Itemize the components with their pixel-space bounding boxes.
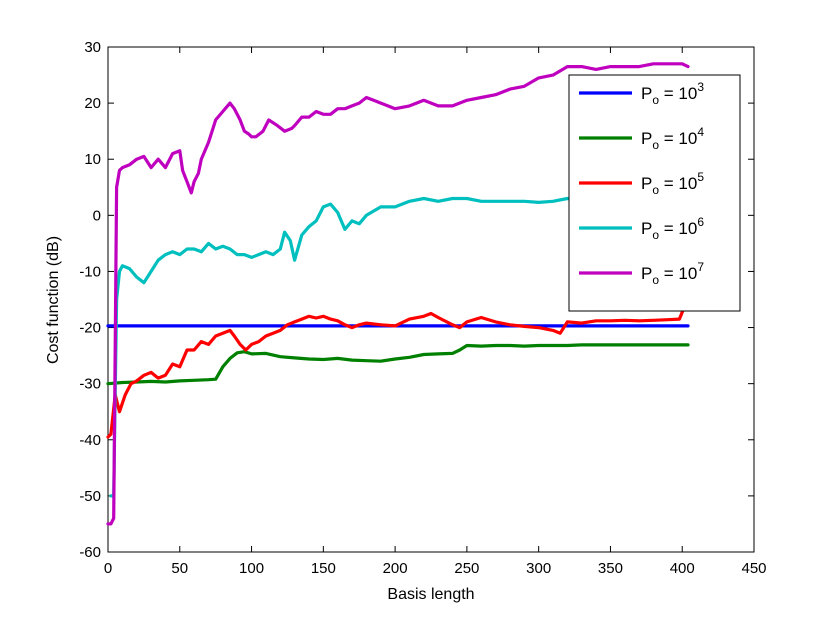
- legend-label-sub: o: [652, 273, 659, 287]
- legend-label-sup: 4: [697, 125, 704, 139]
- x-tick-label: 150: [311, 560, 336, 577]
- legend-label-mid: = 10: [659, 264, 697, 283]
- x-tick-label: 450: [741, 560, 766, 577]
- legend-label: Po = 105: [641, 170, 704, 197]
- x-tick-label: 200: [383, 560, 408, 577]
- legend-label: Po = 104: [641, 125, 704, 152]
- x-tick-label: 50: [171, 560, 188, 577]
- series-line-2: [106, 343, 690, 386]
- x-axis-title: Basis length: [387, 586, 474, 603]
- series-line-5: [106, 62, 690, 526]
- legend-label-sup: 6: [697, 215, 704, 229]
- y-tick-label: 0: [93, 207, 101, 224]
- legend-label-base: P: [641, 174, 652, 193]
- y-axis-title: Cost function (dB): [45, 236, 62, 364]
- x-tick-label: 400: [670, 560, 695, 577]
- legend-label-mid: = 10: [659, 219, 697, 238]
- legend-label-sub: o: [652, 228, 659, 242]
- y-tick-label: -40: [79, 432, 101, 449]
- x-tick-label: 250: [454, 560, 479, 577]
- y-tick-label: -60: [79, 544, 101, 561]
- legend-label-mid: = 10: [659, 174, 697, 193]
- legend-label-sub: o: [652, 183, 659, 197]
- x-tick-label: 350: [598, 560, 623, 577]
- legend-label-mid: = 10: [659, 129, 697, 148]
- y-tick-label: -10: [79, 263, 101, 280]
- y-tick-label: 10: [84, 151, 101, 168]
- series-line-3: [106, 303, 690, 439]
- y-tick-label: -20: [79, 320, 101, 337]
- legend-label-base: P: [641, 129, 652, 148]
- y-tick-label: -50: [79, 488, 101, 505]
- legend-label-base: P: [641, 84, 652, 103]
- y-tick-label: 20: [84, 95, 101, 112]
- legend-label: Po = 103: [641, 80, 704, 107]
- legend-label-sup: 5: [697, 170, 704, 184]
- series-line-4: [109, 196, 577, 498]
- series-layer: [106, 62, 690, 526]
- legend-label: Po = 107: [641, 260, 704, 287]
- legend-label-sup: 7: [697, 260, 704, 274]
- legend-label-base: P: [641, 264, 652, 283]
- x-tick-label: 300: [526, 560, 551, 577]
- legend-label-mid: = 10: [659, 84, 697, 103]
- legend-label-sup: 3: [697, 80, 704, 94]
- x-tick-label: 100: [239, 560, 264, 577]
- y-axis-ticks: -60 -50 -40 -30 -20 -10 0 10 20 30: [79, 39, 754, 561]
- legend-label-base: P: [641, 219, 652, 238]
- x-tick-label: 0: [104, 560, 112, 577]
- legend-label-sub: o: [652, 138, 659, 152]
- y-tick-label: -30: [79, 376, 101, 393]
- legend-label-sub: o: [652, 93, 659, 107]
- y-tick-label: 30: [84, 39, 101, 56]
- legend-label: Po = 106: [641, 215, 704, 242]
- x-axis-ticks: 0 50 100 150 200 250 300 350 400 450: [104, 47, 767, 577]
